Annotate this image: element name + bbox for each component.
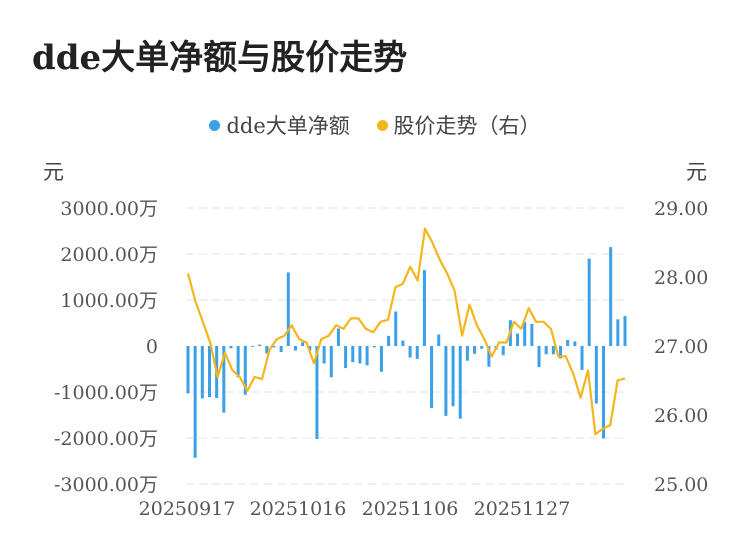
y-left-tick-label: 2000.00万 bbox=[60, 244, 158, 266]
bar bbox=[437, 334, 441, 346]
y-left-tick-label: 1000.00万 bbox=[60, 290, 158, 312]
bar bbox=[394, 311, 398, 346]
chart-title: dde大单净额与股价走势 bbox=[32, 38, 408, 78]
bar bbox=[430, 346, 434, 409]
bar bbox=[250, 346, 254, 347]
bar bbox=[609, 247, 613, 346]
y-left-tick-label: -1000.00万 bbox=[54, 382, 158, 404]
bar bbox=[587, 258, 591, 346]
bar bbox=[286, 272, 290, 346]
y-left-tick-label: 3000.00万 bbox=[60, 198, 158, 220]
legend-item-dde[interactable]: dde大单净额 bbox=[209, 110, 350, 140]
bar bbox=[186, 346, 190, 394]
bar bbox=[537, 346, 541, 368]
bar bbox=[516, 333, 520, 346]
bar bbox=[623, 316, 627, 346]
bar bbox=[236, 346, 240, 378]
bar bbox=[480, 346, 484, 349]
x-tick-label: 20251106 bbox=[362, 498, 459, 520]
bar bbox=[501, 346, 505, 356]
bar bbox=[258, 344, 262, 346]
bar bbox=[566, 340, 570, 346]
left-axis-unit: 元 bbox=[43, 160, 64, 184]
y-right-tick-label: 29.00 bbox=[654, 198, 708, 220]
bar bbox=[408, 346, 412, 358]
legend-label-dde: dde大单净额 bbox=[226, 114, 350, 138]
bar bbox=[222, 346, 226, 413]
bar bbox=[473, 346, 477, 354]
x-tick-label: 20251016 bbox=[250, 498, 347, 520]
legend-dot-dde-icon bbox=[209, 119, 221, 131]
bar bbox=[344, 346, 348, 369]
bar bbox=[415, 346, 419, 359]
bar bbox=[523, 322, 527, 346]
bar bbox=[193, 346, 197, 458]
bar bbox=[315, 346, 319, 439]
bar bbox=[594, 346, 598, 404]
bar bbox=[401, 340, 405, 346]
y-left-tick-label: 0 bbox=[146, 336, 158, 358]
bar bbox=[616, 319, 620, 346]
bar bbox=[265, 346, 269, 354]
bar bbox=[387, 335, 391, 346]
bar bbox=[279, 346, 283, 352]
bar bbox=[207, 346, 211, 398]
bar bbox=[243, 346, 247, 395]
legend-label-price: 股价走势（右） bbox=[393, 114, 541, 138]
y-right-tick-label: 25.00 bbox=[654, 474, 708, 496]
bar bbox=[530, 323, 534, 346]
bar bbox=[322, 346, 326, 364]
x-tick-label: 20251127 bbox=[474, 498, 571, 520]
bar bbox=[379, 346, 383, 372]
bar bbox=[444, 346, 448, 416]
bar bbox=[602, 346, 606, 439]
bar bbox=[422, 270, 426, 346]
bar bbox=[229, 346, 233, 349]
bar bbox=[573, 341, 577, 346]
bar bbox=[487, 346, 491, 367]
bar bbox=[293, 346, 297, 351]
legend-item-price[interactable]: 股价走势（右） bbox=[376, 110, 541, 140]
bar bbox=[272, 346, 276, 348]
y-right-tick-label: 28.00 bbox=[654, 267, 708, 289]
bar bbox=[458, 346, 462, 419]
bar bbox=[329, 346, 333, 378]
bar bbox=[358, 346, 362, 364]
bar bbox=[365, 346, 369, 366]
y-right-tick-label: 27.00 bbox=[654, 336, 708, 358]
bar bbox=[308, 346, 312, 351]
bar bbox=[544, 346, 548, 355]
legend: dde大单净额 股价走势（右） bbox=[0, 110, 750, 140]
bar bbox=[200, 346, 204, 399]
y-right-tick-label: 26.00 bbox=[654, 405, 708, 427]
bar bbox=[351, 346, 355, 363]
x-tick-label: 20250917 bbox=[139, 498, 236, 520]
bar bbox=[451, 346, 455, 407]
bar bbox=[301, 342, 305, 346]
bar bbox=[559, 346, 563, 359]
price-line bbox=[186, 227, 626, 436]
bar bbox=[336, 328, 340, 346]
y-left-tick-label: -2000.00万 bbox=[54, 428, 158, 450]
bar bbox=[580, 346, 584, 370]
legend-dot-price-icon bbox=[376, 119, 388, 131]
bar bbox=[551, 346, 555, 355]
bar bbox=[465, 346, 469, 361]
bar bbox=[372, 346, 376, 348]
y-left-tick-label: -3000.00万 bbox=[54, 474, 158, 496]
right-axis-unit: 元 bbox=[686, 160, 707, 184]
